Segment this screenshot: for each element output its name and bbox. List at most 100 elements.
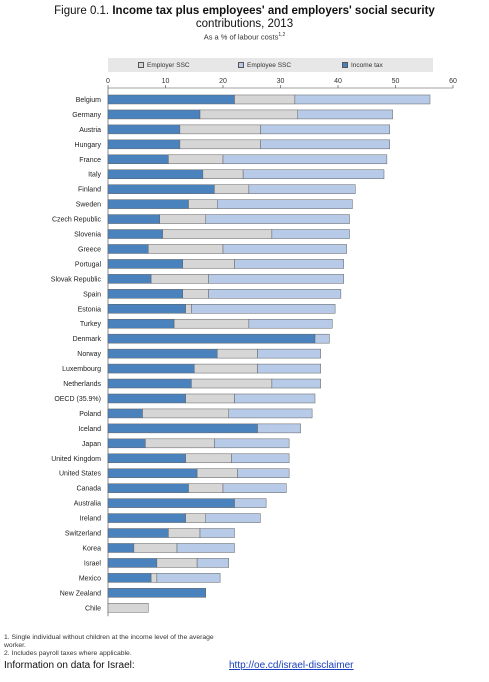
bar-employee	[260, 139, 390, 150]
bar-employer	[179, 139, 261, 150]
bar-income	[107, 528, 169, 538]
bar-employee	[234, 498, 267, 508]
bar-employee	[271, 378, 321, 389]
legend-swatch-income	[342, 62, 348, 68]
bar-income	[107, 318, 175, 329]
bar-employer	[191, 378, 273, 389]
category-label: OECD (35.9%)	[54, 396, 101, 403]
category-label: Ireland	[80, 516, 102, 523]
bar-employee	[191, 304, 336, 314]
footnote-2: 2. Includes payroll taxes where applicab…	[4, 650, 132, 657]
bar-income	[107, 408, 143, 419]
x-tick-label: 20	[219, 78, 227, 85]
x-tick-label: 60	[449, 78, 457, 85]
bar-employer	[107, 603, 149, 613]
bar-employee	[228, 408, 313, 419]
bar-employee	[242, 169, 385, 179]
bar-employee	[214, 438, 290, 449]
bar-income	[107, 139, 181, 150]
bar-employee	[222, 244, 347, 254]
bar-income	[107, 543, 135, 553]
bar-income	[107, 453, 186, 464]
bar-employer	[162, 229, 273, 239]
bar-employee	[234, 259, 344, 269]
bar-income	[107, 94, 235, 105]
bar-employee	[205, 513, 261, 523]
bar-income	[107, 109, 201, 120]
legend-label-employee: Employee SSC	[247, 61, 292, 69]
bar-employee	[234, 393, 316, 404]
bar-income	[107, 498, 235, 508]
category-label: Iceland	[78, 426, 101, 433]
legend-item-income: Income tax	[342, 61, 383, 69]
category-label: Korea	[82, 545, 101, 552]
chart-subtitle: As a % of labour costs1,2	[0, 32, 489, 42]
category-label: Canada	[76, 486, 101, 493]
bar-employer	[185, 513, 206, 523]
bar-income	[107, 214, 160, 224]
bar-income	[107, 348, 218, 359]
category-label: Estonia	[78, 306, 101, 313]
legend-label-employer: Employer SSC	[147, 61, 190, 69]
bar-income	[107, 304, 186, 314]
category-label: Chile	[85, 605, 101, 612]
category-label: Mexico	[79, 575, 101, 582]
x-tick-label: 10	[162, 78, 170, 85]
footnotes: 1. Single individual without children at…	[4, 634, 304, 660]
legend-label-income: Income tax	[351, 61, 383, 69]
legend-swatch-employee	[238, 62, 244, 68]
bar-employee	[222, 483, 287, 493]
bar-income	[107, 468, 198, 478]
bar-income	[107, 244, 149, 254]
bar-income	[107, 274, 152, 284]
bar-employer	[217, 348, 258, 359]
bar-employee	[271, 229, 350, 239]
legend-swatch-employer	[138, 62, 144, 68]
bar-income	[107, 393, 186, 404]
bar-employer	[188, 199, 218, 209]
category-label: United Kingdom	[51, 456, 101, 463]
category-label: Australia	[74, 501, 101, 508]
bar-income	[107, 378, 192, 389]
bar-income	[107, 333, 316, 344]
legend-item-employer: Employer SSC	[138, 61, 190, 69]
bar-employer	[234, 94, 296, 105]
category-label: Norway	[77, 351, 101, 358]
bar-employee	[222, 154, 388, 165]
bar-employer	[185, 393, 235, 404]
category-label: United States	[59, 471, 102, 478]
bar-employer	[173, 318, 250, 329]
category-label: Hungary	[75, 142, 102, 149]
category-label: Netherlands	[63, 381, 101, 388]
bar-employee	[217, 199, 353, 209]
category-label: Austria	[79, 127, 101, 134]
bar-employee	[208, 274, 344, 284]
x-tick-label: 50	[392, 78, 400, 85]
bar-employer	[150, 274, 209, 284]
bar-employer	[194, 363, 258, 374]
bar-employer	[150, 573, 158, 583]
bar-income	[107, 513, 186, 523]
bar-income	[107, 169, 204, 179]
category-label: Poland	[79, 411, 101, 418]
bar-employer	[168, 528, 201, 538]
bar-employee	[248, 318, 333, 329]
bar-employer	[196, 468, 238, 478]
bar-employee	[176, 543, 235, 553]
bar-employer	[168, 154, 224, 165]
bar-employer	[142, 408, 229, 419]
footnote-1: 1. Single individual without children at…	[4, 634, 214, 641]
chart-legend: Employer SSC Employee SSC Income tax	[108, 58, 433, 72]
bar-employer	[185, 304, 192, 314]
category-label: Japan	[82, 441, 101, 448]
category-label: Greece	[78, 246, 101, 253]
israel-disclaimer-link[interactable]: http://oe.cd/israel-disclaimer	[229, 660, 354, 671]
bar-employee	[257, 348, 321, 359]
category-label: Sweden	[76, 202, 101, 209]
bar-employee	[208, 289, 342, 299]
category-label: Germany	[72, 112, 101, 119]
bar-employer	[182, 289, 209, 299]
category-label: Slovenia	[74, 232, 101, 239]
category-label: Slovak Republic	[51, 276, 102, 283]
bar-employee	[199, 528, 235, 538]
